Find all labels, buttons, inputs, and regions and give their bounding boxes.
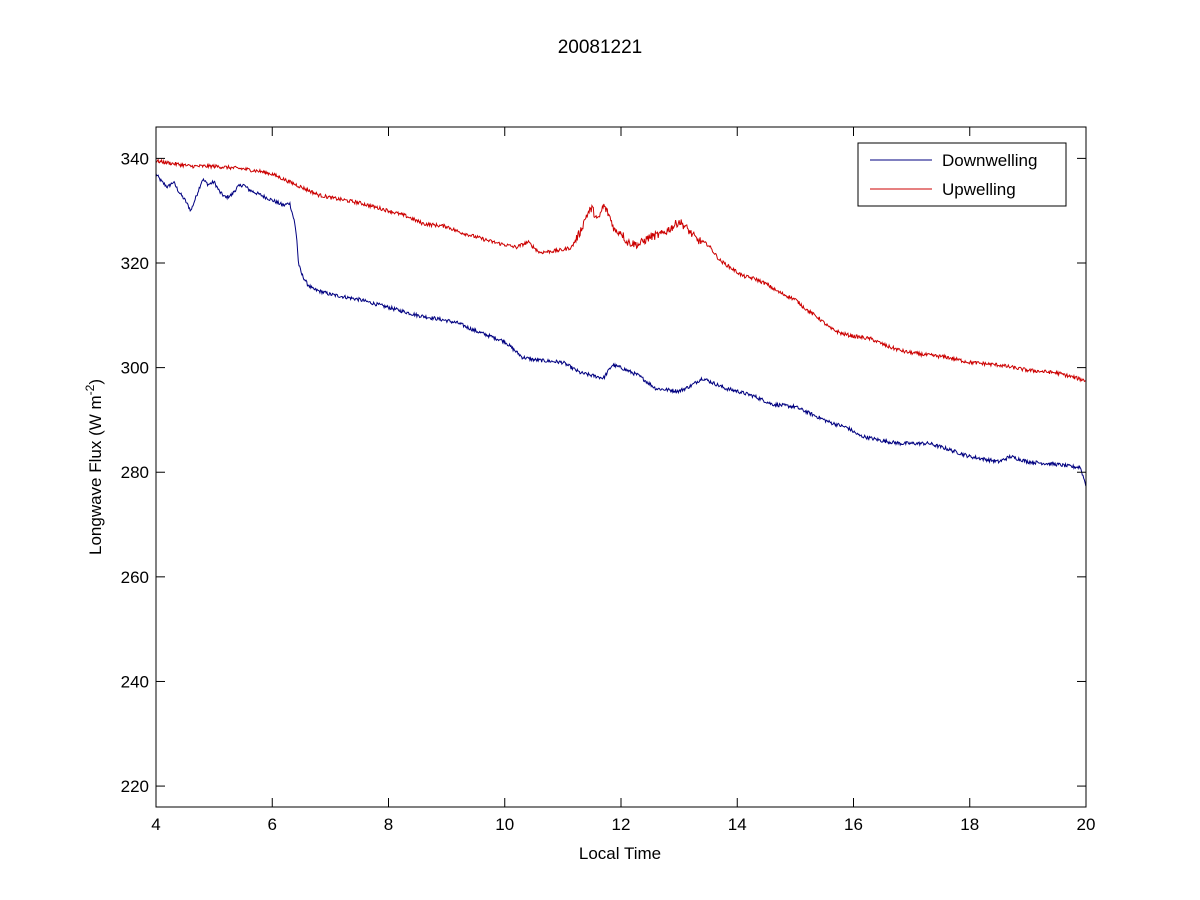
x-tick-label: 4 bbox=[151, 815, 160, 834]
y-axis-label-close: ) bbox=[86, 379, 105, 385]
plot-area bbox=[156, 127, 1086, 807]
x-tick-label: 12 bbox=[612, 815, 631, 834]
x-tick-label: 14 bbox=[728, 815, 747, 834]
series-layer bbox=[155, 158, 1087, 487]
legend-label-upwelling: Upwelling bbox=[942, 180, 1016, 199]
y-tick-label: 300 bbox=[121, 359, 149, 378]
x-tick-label: 8 bbox=[384, 815, 393, 834]
ticks-layer: 4 6 8 10 12 14 16 18 20 220 240 260 280 300 320 340 bbox=[121, 127, 1096, 834]
chart-title: 20081221 bbox=[558, 37, 643, 58]
legend-box bbox=[857, 142, 1067, 207]
legend-label-downwelling: Downwelling bbox=[942, 151, 1037, 170]
legend: Downwelling Upwelling bbox=[857, 142, 1067, 207]
series-line-upwelling bbox=[155, 158, 1086, 383]
y-tick-label: 220 bbox=[121, 777, 149, 796]
x-tick-label: 6 bbox=[268, 815, 277, 834]
y-axis-label-superscript: -2 bbox=[83, 384, 97, 395]
x-tick-label: 16 bbox=[844, 815, 863, 834]
y-tick-label: 260 bbox=[121, 568, 149, 587]
y-tick-label: 240 bbox=[121, 672, 149, 691]
y-axis-label-base: Longwave Flux (W m bbox=[86, 395, 105, 555]
x-tick-label: 18 bbox=[960, 815, 979, 834]
y-tick-label: 320 bbox=[121, 254, 149, 273]
y-tick-label: 340 bbox=[121, 149, 149, 168]
series-line-downwelling bbox=[155, 173, 1087, 487]
x-axis-label: Local Time bbox=[579, 844, 661, 863]
y-tick-label: 280 bbox=[121, 463, 149, 482]
x-tick-label: 20 bbox=[1077, 815, 1096, 834]
y-axis-label: Longwave Flux (W m-2) bbox=[83, 379, 105, 555]
x-tick-label: 10 bbox=[495, 815, 514, 834]
